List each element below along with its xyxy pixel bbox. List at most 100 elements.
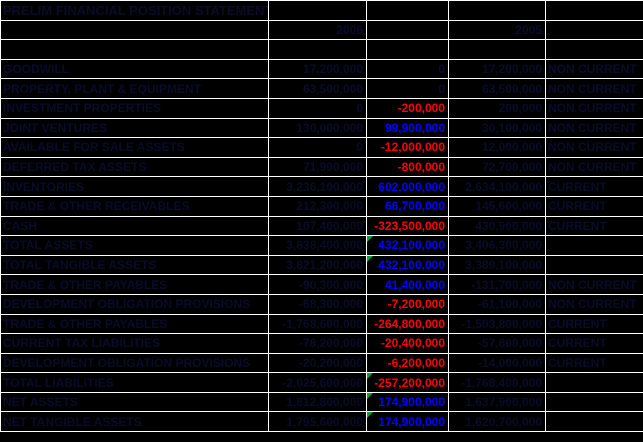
row-label[interactable]: DEVELOPMENT OBLIGATION PROVISIONS [0,352,269,374]
value-2006-cell[interactable]: 3,236,100,000 [268,176,367,197]
value-2006-cell[interactable]: 0 [268,97,367,119]
value-2006-cell[interactable]: 3,838,400,000 [268,235,367,256]
value-2005-cell[interactable]: 30,100,000 [448,117,546,139]
classification-cell[interactable]: NON CURRENT [545,137,643,158]
classification-cell[interactable]: NON CURRENT [545,78,643,99]
value-2006-cell[interactable]: 130,000,000 [268,117,367,139]
value-2006-cell[interactable]: -20,200,000 [268,352,367,374]
change-value-cell[interactable]: 0 [366,58,449,80]
value-2005-cell[interactable]: 17,200,000 [448,58,546,80]
sheet-title[interactable]: PRELIM FINANCIAL POSITION STATEMENT [0,0,269,21]
value-2006-cell[interactable]: 17,200,000 [268,58,367,80]
row-label[interactable]: TOTAL TANGIBLE ASSETS [0,254,269,276]
classification-cell[interactable] [545,411,643,433]
change-value-cell[interactable]: 602,000,000 [366,176,449,197]
classification-cell[interactable] [545,235,643,256]
change-value-cell[interactable]: 99,900,000 [366,117,449,139]
value-2005-cell[interactable]: 1,620,700,000 [448,411,546,433]
value-2006-cell[interactable]: -78,200,000 [268,333,367,354]
value-2006-cell[interactable]: -1,768,600,000 [268,313,367,335]
classification-cell[interactable] [545,372,643,393]
empty-cell[interactable] [545,19,643,41]
value-2005-cell[interactable]: 2,634,100,000 [448,176,546,197]
classification-cell[interactable]: CURRENT [545,313,643,335]
value-2006-cell[interactable]: 0 [268,137,367,158]
value-2005-cell[interactable]: 145,600,000 [448,195,546,217]
classification-cell[interactable] [545,391,643,413]
empty-cell[interactable] [448,39,546,60]
value-2006-cell[interactable]: 63,500,000 [268,78,367,99]
empty-cell[interactable] [366,39,449,60]
value-2006-cell[interactable]: -2,025,600,000 [268,372,367,393]
change-value-cell[interactable]: -264,800,000 [366,313,449,335]
value-2005-cell[interactable]: 72,700,000 [448,156,546,178]
classification-cell[interactable]: CURRENT [545,215,643,237]
row-label[interactable]: TRADE & OTHER PAYABLES [0,313,269,335]
value-2006-cell[interactable]: 71,900,000 [268,156,367,178]
change-value-cell[interactable]: -12,000,000 [366,137,449,158]
change-value-cell[interactable]: -323,500,000 [366,215,449,237]
change-value-cell[interactable]: 432,100,000 [366,254,449,276]
row-label[interactable]: AVAILABLE FOR SALE ASSETS [0,137,269,158]
row-label[interactable]: INVESTMENT PROPERTIES [0,97,269,119]
change-value-cell[interactable]: 174,900,000 [366,391,449,413]
row-label[interactable]: GOODWILL [0,58,269,80]
change-value-cell[interactable]: -200,000 [366,97,449,119]
value-2005-cell[interactable]: -57,800,000 [448,333,546,354]
value-2006-cell[interactable]: 1,795,600,000 [268,411,367,433]
classification-cell[interactable]: NON CURRENT [545,274,643,295]
value-2006-cell[interactable]: 107,400,000 [268,215,367,237]
value-2005-cell[interactable]: 1,637,900,000 [448,391,546,413]
change-value-cell[interactable]: 174,900,000 [366,411,449,433]
change-value-cell[interactable]: -6,200,000 [366,352,449,374]
empty-cell[interactable] [0,39,269,60]
classification-cell[interactable] [545,254,643,276]
classification-cell[interactable]: NON CURRENT [545,156,643,178]
value-2005-cell[interactable]: 12,000,000 [448,137,546,158]
empty-cell[interactable] [366,0,449,21]
value-2005-cell[interactable]: 3,389,100,000 [448,254,546,276]
change-value-cell[interactable]: -20,400,000 [366,333,449,354]
row-label[interactable]: PROPERTY, PLANT & EQUIPMENT [0,78,269,99]
row-label[interactable]: JOINT VENTURES [0,117,269,139]
classification-cell[interactable]: CURRENT [545,195,643,217]
empty-cell[interactable] [545,0,643,21]
year-right-header[interactable]: 2005 [448,19,546,41]
row-label[interactable]: DEVELOPMENT OBLIGATION PROVISIONS [0,293,269,315]
empty-cell[interactable] [366,19,449,41]
empty-cell[interactable] [268,39,367,60]
value-2005-cell[interactable]: -131,700,000 [448,274,546,295]
value-2005-cell[interactable]: -1,768,400,000 [448,372,546,393]
value-2005-cell[interactable]: -14,000,000 [448,352,546,374]
value-2005-cell[interactable]: -61,100,000 [448,293,546,315]
classification-cell[interactable]: NON CURRENT [545,58,643,80]
change-value-cell[interactable]: -257,200,000 [366,372,449,393]
change-value-cell[interactable]: 66,700,000 [366,195,449,217]
change-value-cell[interactable]: -7,200,000 [366,293,449,315]
row-label[interactable]: NET ASSETS [0,391,269,413]
value-2006-cell[interactable]: -90,300,000 [268,274,367,295]
value-2005-cell[interactable]: 3,406,300,000 [448,235,546,256]
value-2006-cell[interactable]: -68,300,000 [268,293,367,315]
value-2005-cell[interactable]: 63,500,000 [448,78,546,99]
row-label[interactable]: TOTAL ASSETS [0,235,269,256]
classification-cell[interactable]: CURRENT [545,333,643,354]
classification-cell[interactable]: NON CURRENT [545,293,643,315]
value-2005-cell[interactable]: 430,900,000 [448,215,546,237]
classification-cell[interactable]: NON CURRENT [545,97,643,119]
value-2005-cell[interactable]: -1,503,800,000 [448,313,546,335]
classification-cell[interactable]: CURRENT [545,176,643,197]
empty-cell[interactable] [268,0,367,21]
change-value-cell[interactable]: 41,400,000 [366,274,449,295]
row-label[interactable]: TRADE & OTHER PAYABLES [0,274,269,295]
row-label[interactable]: CASH [0,215,269,237]
classification-cell[interactable]: NON CURRENT [545,117,643,139]
classification-cell[interactable]: CURRENT [545,352,643,374]
change-value-cell[interactable]: 0 [366,78,449,99]
empty-cell[interactable] [448,0,546,21]
row-label[interactable]: TRADE & OTHER RECEIVABLES [0,195,269,217]
change-value-cell[interactable]: -800,000 [366,156,449,178]
empty-cell[interactable] [545,39,643,60]
change-value-cell[interactable]: 432,100,000 [366,235,449,256]
empty-cell[interactable] [0,19,269,41]
